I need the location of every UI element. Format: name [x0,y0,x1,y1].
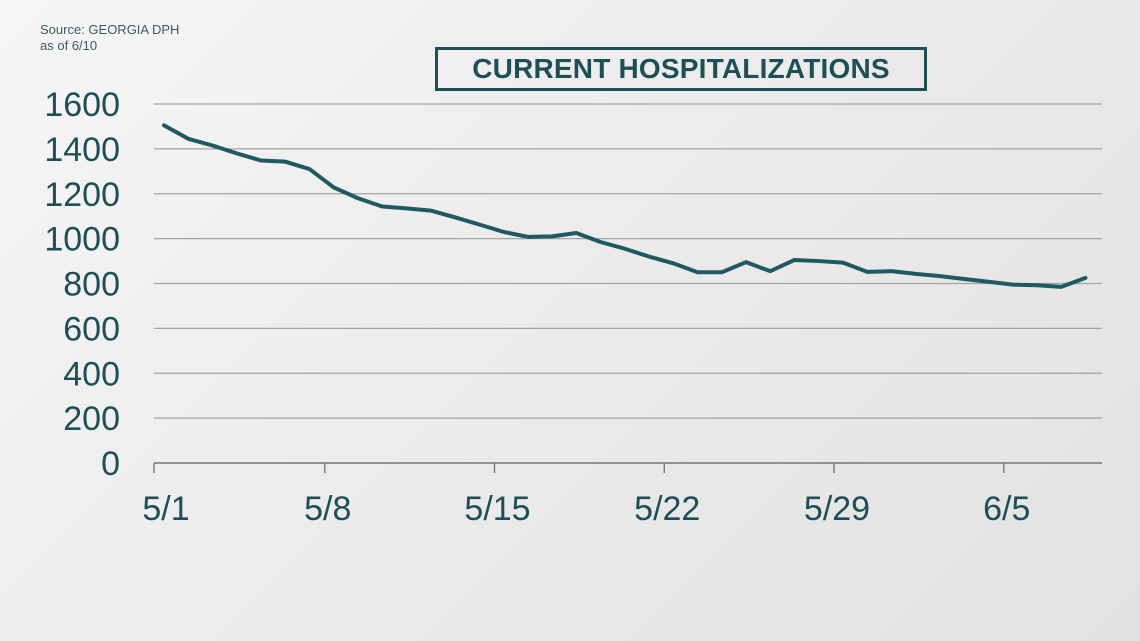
x-tick-label: 5/8 [304,490,351,528]
x-tick-label: 5/29 [804,490,870,528]
source-note: Source: GEORGIA DPH as of 6/10 [40,22,179,54]
y-tick-label: 1200 [44,176,120,214]
y-tick-label: 1000 [44,221,120,259]
x-tick-label: 5/15 [464,490,530,528]
y-tick-label: 0 [101,445,120,483]
x-tick-label: 5/1 [142,490,189,528]
y-tick-label: 800 [63,266,120,304]
x-tick-label: 6/5 [983,490,1030,528]
source-line: Source: GEORGIA DPH [40,22,180,37]
y-tick-label: 200 [63,400,120,438]
date-line: as of 6/10 [40,38,98,53]
y-tick-label: 1600 [44,86,120,124]
y-tick-label: 400 [63,355,120,393]
series-line [162,123,1088,289]
y-tick-label: 600 [63,310,120,348]
x-tick-label: 5/22 [634,490,700,528]
chart-title-box: CURRENT HOSPITALIZATIONS [435,47,927,91]
chart-title: CURRENT HOSPITALIZATIONS [472,53,890,84]
y-tick-label: 1400 [44,131,120,169]
